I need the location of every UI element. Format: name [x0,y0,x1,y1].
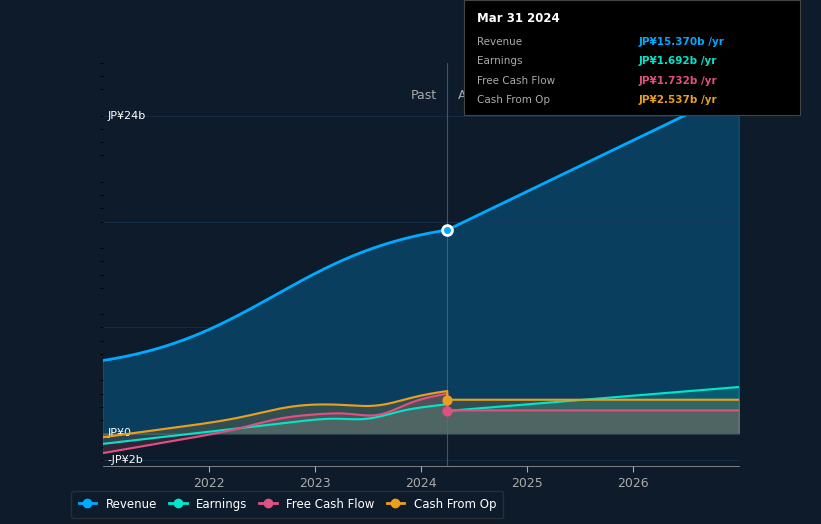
Text: Free Cash Flow: Free Cash Flow [477,75,556,86]
Text: Revenue: Revenue [477,37,522,47]
Text: Earnings: Earnings [477,56,523,66]
Text: JP¥15.370b /yr: JP¥15.370b /yr [639,37,725,47]
Text: Past: Past [410,89,437,102]
Point [441,407,454,415]
Text: JP¥24b: JP¥24b [108,111,146,121]
Text: Analysts Forecasts: Analysts Forecasts [458,89,574,102]
Point [441,396,454,404]
Text: JP¥0: JP¥0 [108,428,132,438]
Text: JP¥1.732b /yr: JP¥1.732b /yr [639,75,718,86]
Point [441,226,454,234]
Text: JP¥2.537b /yr: JP¥2.537b /yr [639,95,718,105]
Text: -JP¥2b: -JP¥2b [108,455,144,465]
Legend: Revenue, Earnings, Free Cash Flow, Cash From Op: Revenue, Earnings, Free Cash Flow, Cash … [71,491,503,518]
Text: JP¥1.692b /yr: JP¥1.692b /yr [639,56,718,66]
Text: Mar 31 2024: Mar 31 2024 [477,12,560,25]
Text: Cash From Op: Cash From Op [477,95,550,105]
